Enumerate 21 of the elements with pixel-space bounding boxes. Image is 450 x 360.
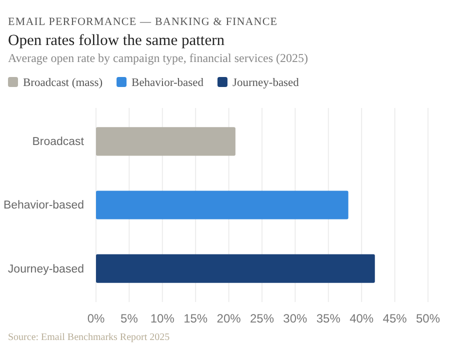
y-tick-label: Broadcast [32,136,85,148]
x-tick-label: 30% [283,312,308,326]
x-tick-label: 35% [316,312,341,326]
x-tick-label: 10% [150,312,175,326]
x-tick-label: 0% [87,312,105,326]
x-tick-label: 5% [120,312,138,326]
x-tick-label: 25% [250,312,274,326]
chart-subtitle: Average open rate by campaign type, financial services (2025) [8,51,308,65]
x-tick-label: 40% [350,312,374,326]
x-tick-label: 20% [216,312,242,326]
x-tick-label: 50% [416,312,440,326]
legend-label: Journey-based [232,77,300,89]
legend-label: Behavior-based [132,77,204,89]
y-tick-label: Journey-based [8,263,84,276]
y-tick-label: Behavior-based [3,200,84,212]
x-tick-label: 45% [382,312,408,326]
x-tick-label: 15% [184,312,208,326]
text: EMAIL PERFORMANCE — BANKING & FINANCE [8,16,278,28]
source-note: Source: Email Benchmarks Report 2025 [8,332,170,343]
chart-title: Open rates follow the same pattern [8,32,225,49]
legend-label: Broadcast (mass) [23,77,103,89]
